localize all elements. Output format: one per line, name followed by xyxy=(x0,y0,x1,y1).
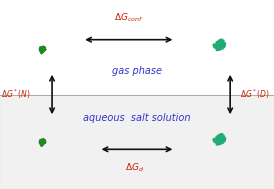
Text: $\Delta G_{conf}$: $\Delta G_{conf}$ xyxy=(114,12,144,24)
Text: gas phase: gas phase xyxy=(112,66,162,76)
Text: aqueous  salt solution: aqueous salt solution xyxy=(83,113,191,123)
Text: $\Delta G^*(D)$: $\Delta G^*(D)$ xyxy=(240,88,270,101)
Text: $\Delta G^*(N)$: $\Delta G^*(N)$ xyxy=(1,88,31,101)
Text: $\Delta G_d$: $\Delta G_d$ xyxy=(125,161,144,174)
